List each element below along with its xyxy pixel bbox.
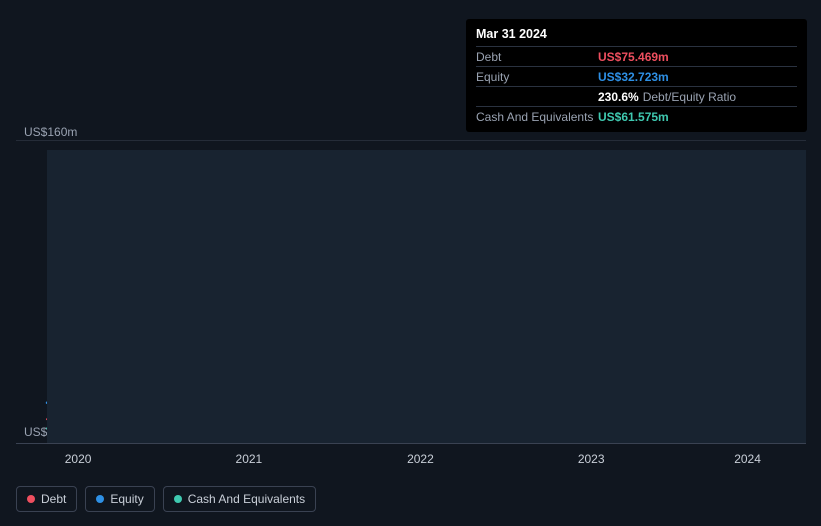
tooltip-row-value: US$32.723m [598, 70, 669, 84]
x-axis-tick: 2024 [734, 452, 761, 466]
legend: Debt Equity Cash And Equivalents [16, 486, 316, 512]
tooltip-row-value: US$75.469m [598, 50, 669, 64]
legend-label: Debt [41, 492, 66, 506]
legend-label: Cash And Equivalents [188, 492, 305, 506]
x-axis-tick: 2020 [65, 452, 92, 466]
chart-panel [47, 150, 806, 443]
tooltip-row-label: Equity [476, 70, 598, 84]
legend-item[interactable]: Equity [85, 486, 154, 512]
legend-dot-icon [174, 495, 182, 503]
tooltip-row-label: Debt [476, 50, 598, 64]
y-axis-max-label: US$160m [24, 125, 77, 139]
legend-dot-icon [96, 495, 104, 503]
tooltip-row: EquityUS$32.723m [476, 66, 797, 86]
tooltip-row-suffix: Debt/Equity Ratio [643, 90, 736, 104]
tooltip-row-value: 230.6% [598, 90, 639, 104]
tooltip-row-value: US$61.575m [598, 110, 669, 124]
tooltip-row: Cash And EquivalentsUS$61.575m [476, 106, 797, 126]
tooltip-date: Mar 31 2024 [476, 27, 797, 46]
legend-dot-icon [27, 495, 35, 503]
x-axis-tick: 2023 [578, 452, 605, 466]
tooltip-row-label: Cash And Equivalents [476, 110, 598, 124]
x-axis-tick: 2022 [407, 452, 434, 466]
legend-item[interactable]: Debt [16, 486, 77, 512]
x-axis: 2020 2021 2022 2023 2024 [16, 443, 806, 465]
chart-container: Mar 31 2024 DebtUS$75.469mEquityUS$32.72… [0, 0, 821, 526]
tooltip-row: DebtUS$75.469m [476, 46, 797, 66]
legend-label: Equity [110, 492, 143, 506]
tooltip-row: 230.6% Debt/Equity Ratio [476, 86, 797, 106]
legend-item[interactable]: Cash And Equivalents [163, 486, 316, 512]
tooltip-row-label [476, 90, 598, 104]
chart-area[interactable] [16, 140, 806, 443]
x-axis-tick: 2021 [236, 452, 263, 466]
chart-tooltip: Mar 31 2024 DebtUS$75.469mEquityUS$32.72… [466, 19, 807, 132]
